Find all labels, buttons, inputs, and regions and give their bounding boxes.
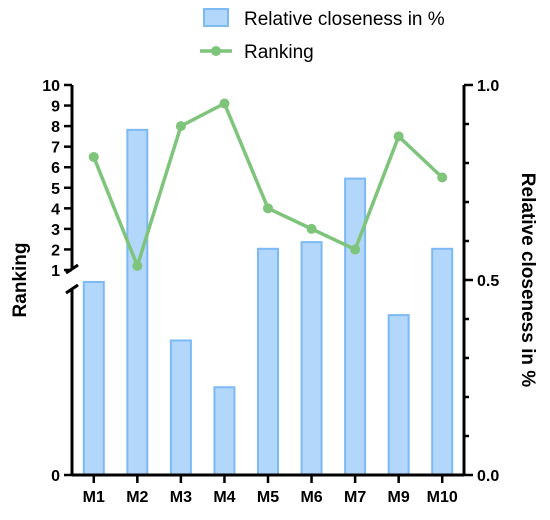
- legend-swatch-bar: [203, 8, 229, 27]
- ranking-point-M3: [175, 121, 186, 132]
- bar-M10: [431, 247, 454, 476]
- bar-M3: [169, 339, 192, 477]
- legend: Relative closeness in % Ranking: [200, 8, 445, 63]
- ranking-point-M6: [306, 223, 317, 234]
- left-tick-label-7: 7: [51, 140, 60, 157]
- x-tick-label-M2: M2: [126, 489, 148, 506]
- bar-M2: [126, 128, 149, 476]
- left-tick-label-9: 9: [51, 99, 60, 116]
- ranking-point-M5: [263, 203, 273, 214]
- bar-M1: [82, 280, 105, 477]
- left-tick-label-10: 10: [42, 78, 60, 95]
- labels-layer: 1 2 3 4 5 6 7 8 9 10 0 0.0 0.5 1.0 M1 M2 M3 M4 M5 M6 M7 M9 M10…: [10, 78, 538, 506]
- legend-label-line: Ranking: [244, 42, 314, 63]
- x-tick-label-M7: M7: [344, 489, 366, 506]
- ranking-line-layer: [88, 98, 448, 271]
- ranking-point-M4: [219, 98, 230, 109]
- right-tick-label-0.5: 0.5: [477, 273, 499, 290]
- right-axis-title: Relative closeness in %: [517, 173, 538, 387]
- x-tick-label-M10: M10: [427, 489, 458, 506]
- x-tick-label-M5: M5: [257, 489, 279, 506]
- left-axis-title: Ranking: [10, 243, 31, 318]
- bar-M7: [344, 177, 367, 476]
- ranking-point-M1: [88, 151, 99, 162]
- left-tick-label-5: 5: [51, 181, 60, 198]
- x-tick-label-M3: M3: [170, 489, 192, 506]
- bar-M5: [257, 247, 279, 476]
- left-tick-label-0: 0: [51, 468, 60, 485]
- x-tick-label-M9: M9: [388, 489, 410, 506]
- x-tick-label-M6: M6: [300, 489, 322, 506]
- left-tick-label-4: 4: [51, 201, 60, 218]
- legend-label-bar: Relative closeness in %: [244, 9, 445, 30]
- bars-layer: [82, 128, 454, 477]
- legend-swatch-marker: [211, 46, 221, 56]
- right-tick-label-1.0: 1.0: [477, 78, 499, 95]
- left-tick-label-1: 1: [51, 263, 60, 280]
- right-tick-label-0.0: 0.0: [477, 468, 499, 485]
- left-tick-label-8: 8: [51, 119, 60, 136]
- bar-M4: [213, 386, 236, 476]
- left-tick-label-6: 6: [51, 160, 60, 177]
- axis-break-mark-bottom: [65, 283, 79, 295]
- left-tick-label-3: 3: [51, 222, 60, 239]
- ranking-point-M10: [437, 172, 448, 183]
- ranking-point-M7: [350, 244, 361, 255]
- left-tick-label-2: 2: [51, 242, 60, 259]
- bar-M6: [300, 241, 323, 476]
- ranking-point-M2: [132, 260, 143, 271]
- axes-layer: [64, 83, 473, 483]
- x-tick-label-M1: M1: [83, 489, 105, 506]
- ranking-point-M9: [393, 131, 404, 142]
- bar-M9: [387, 314, 410, 476]
- x-tick-label-M4: M4: [213, 489, 235, 506]
